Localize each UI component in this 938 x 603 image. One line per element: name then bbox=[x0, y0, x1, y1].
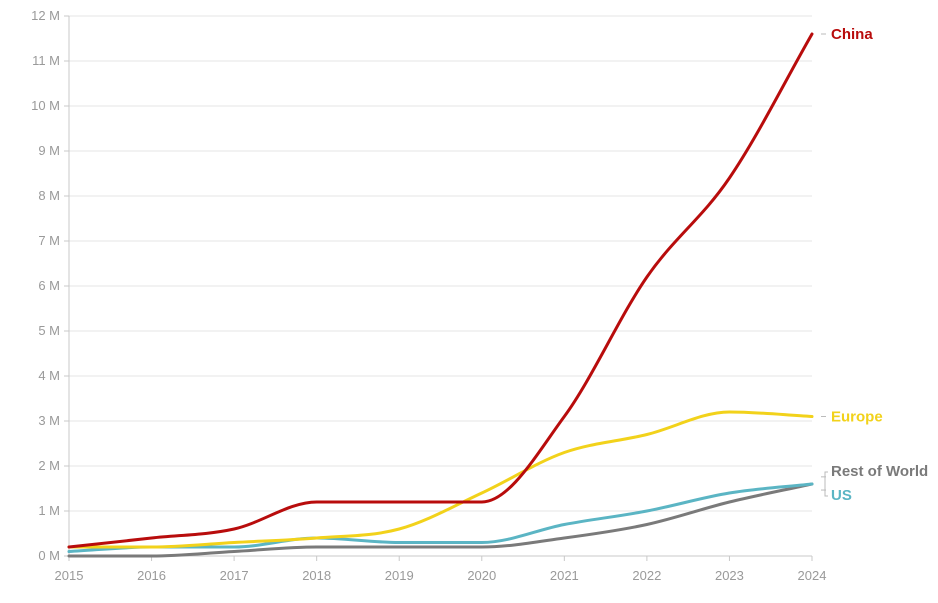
y-tick-label: 10 M bbox=[31, 98, 60, 113]
x-tick-label: 2017 bbox=[220, 568, 249, 583]
series-label-europe: Europe bbox=[831, 409, 883, 426]
series-labels: Rest of World US Europe China bbox=[821, 26, 928, 504]
x-tick-label: 2018 bbox=[302, 568, 331, 583]
x-tick-label: 2022 bbox=[632, 568, 661, 583]
label-bracket bbox=[824, 471, 828, 497]
y-tick-label: 6 M bbox=[38, 278, 60, 293]
y-axis: 0 M 1 M 2 M 3 M 4 M 5 M 6 M 7 M 8 M 9 M 10 M 11 M 12… bbox=[31, 8, 70, 563]
y-tick-label: 2 M bbox=[38, 458, 60, 473]
series-line-europe bbox=[67, 410, 814, 549]
series-label-us: US bbox=[831, 487, 852, 504]
series-line-us bbox=[67, 482, 814, 553]
grid-lines bbox=[69, 15, 812, 557]
y-tick-label: 5 M bbox=[38, 323, 60, 338]
x-tick-label: 2023 bbox=[715, 568, 744, 583]
y-tick-label: 9 M bbox=[38, 143, 60, 158]
y-tick-label: 12 M bbox=[31, 8, 60, 23]
x-tick-label: 2019 bbox=[385, 568, 414, 583]
series-label-rest-of-world: Rest of World bbox=[831, 463, 928, 480]
y-tick-label: 7 M bbox=[38, 233, 60, 248]
series-line-rest-of-world bbox=[67, 482, 814, 558]
series-label-china: China bbox=[831, 26, 873, 43]
series-line-china bbox=[67, 32, 814, 549]
y-tick-label: 0 M bbox=[38, 548, 60, 563]
series-lines bbox=[67, 32, 814, 558]
y-tick-label: 4 M bbox=[38, 368, 60, 383]
x-tick-label: 2015 bbox=[55, 568, 84, 583]
x-tick-label: 2021 bbox=[550, 568, 579, 583]
y-tick-label: 1 M bbox=[38, 503, 60, 518]
x-axis: 2015 2016 2017 2018 2019 2020 2021 2022 2023 2024 bbox=[55, 555, 827, 583]
y-tick-label: 8 M bbox=[38, 188, 60, 203]
x-tick-label: 2016 bbox=[137, 568, 166, 583]
y-tick-label: 11 M bbox=[32, 53, 60, 68]
x-tick-label: 2024 bbox=[798, 568, 827, 583]
x-tick-label: 2020 bbox=[467, 568, 496, 583]
y-tick-label: 3 M bbox=[38, 413, 60, 428]
